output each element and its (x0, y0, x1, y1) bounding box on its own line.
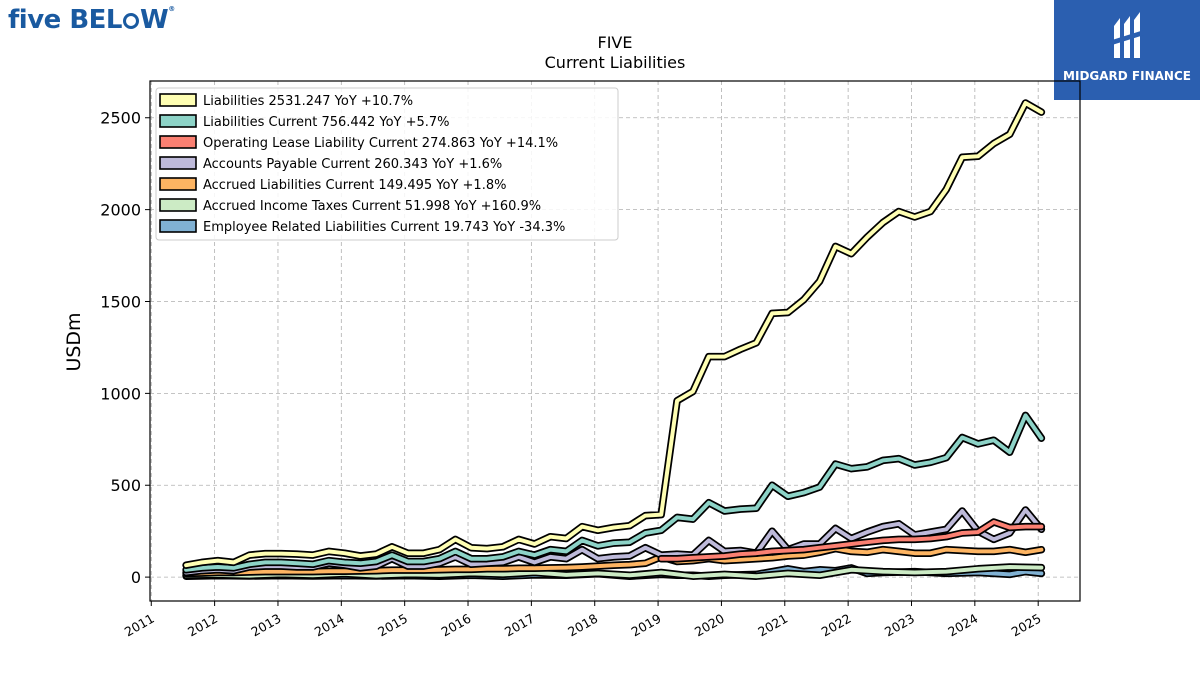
registered-mark: ® (168, 5, 175, 13)
y-tick-label: 1000 (100, 384, 141, 403)
y-tick-label: 1500 (100, 292, 141, 311)
legend-swatch (159, 156, 197, 170)
brand-logo-tail: W (140, 5, 169, 35)
legend: Liabilities 2531.247 YoY +10.7% Liabiliti… (155, 87, 619, 241)
plot-frame (149, 80, 1081, 602)
legend-label: Employee Related Liabilities Current 19.… (203, 220, 565, 235)
x-tick-label: 2020 (692, 611, 727, 640)
series-line (184, 546, 1044, 576)
brand-logo: five BEL W® (8, 5, 175, 35)
y-tick-label: 2500 (100, 109, 141, 128)
y-tick-label: 500 (110, 476, 141, 495)
legend-box (155, 87, 619, 241)
legend-swatch (159, 93, 197, 107)
series-line (184, 413, 1044, 572)
y-axis-label: USDm (63, 312, 85, 371)
legend-swatch (159, 198, 197, 212)
series-outline (182, 411, 1046, 574)
x-tick-label: 2014 (312, 611, 347, 640)
legend-label: Accrued Income Taxes Current 51.998 YoY … (203, 199, 541, 214)
x-tick-label: 2015 (375, 611, 410, 640)
chart-title: FIVE (598, 33, 633, 52)
brand-logo-text: five BEL (8, 5, 123, 35)
legend-swatch (159, 219, 197, 233)
badge-text: MIDGARD FINANCE (1063, 69, 1191, 83)
x-tick-label: 2024 (945, 611, 980, 640)
legend-label: Accrued Liabilities Current 149.495 YoY … (203, 178, 506, 193)
legend-label: Operating Lease Liability Current 274.86… (203, 136, 558, 151)
legend-swatch (159, 114, 197, 128)
x-tick-label: 2013 (248, 611, 283, 640)
y-tick-label: 0 (131, 568, 141, 587)
chart-subtitle: Current Liabilities (545, 53, 686, 72)
legend-label: Liabilities Current 756.442 YoY +5.7% (203, 115, 450, 130)
x-tick-label: 2012 (185, 611, 220, 640)
brand-logo-o (123, 13, 140, 29)
x-tick-label: 2018 (565, 611, 600, 640)
series-layer (182, 99, 1046, 580)
legend-label: Liabilities 2531.247 YoY +10.7% (203, 94, 413, 109)
y-tick-label: 2000 (100, 201, 141, 220)
x-tick-label: 2019 (629, 611, 664, 640)
series-line (184, 101, 1044, 568)
x-tick-label: 2011 (122, 611, 157, 640)
legend-swatch (159, 177, 197, 191)
midgard-logo-icon (1112, 12, 1144, 58)
midgard-finance-badge: MIDGARD FINANCE (1054, 0, 1200, 100)
x-tick-label: 2016 (438, 611, 473, 640)
x-tick-label: 2023 (882, 611, 917, 640)
x-tick-label: 2021 (755, 611, 790, 640)
legend-label: Accounts Payable Current 260.343 YoY +1.… (203, 157, 502, 172)
x-tick-label: 2025 (1009, 611, 1044, 640)
x-tick-label: 2022 (819, 611, 854, 640)
legend-swatch (159, 135, 197, 149)
x-tick-label: 2017 (502, 611, 537, 640)
series-line (659, 520, 1044, 561)
